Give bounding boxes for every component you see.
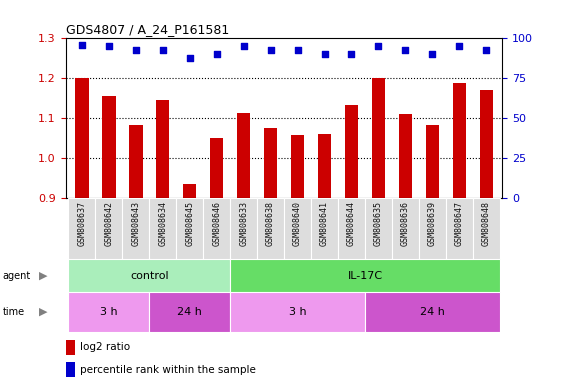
Text: GSM808635: GSM808635 xyxy=(374,201,383,246)
Bar xyxy=(446,198,473,259)
Text: GSM808636: GSM808636 xyxy=(401,201,410,246)
Bar xyxy=(69,259,230,292)
Bar xyxy=(149,292,230,332)
Bar xyxy=(284,198,311,259)
Bar xyxy=(453,83,466,198)
Bar xyxy=(149,198,176,259)
Text: 3 h: 3 h xyxy=(289,307,307,317)
Bar xyxy=(66,362,75,377)
Point xyxy=(239,43,248,50)
Point xyxy=(77,42,86,48)
Point xyxy=(482,46,491,53)
Text: 3 h: 3 h xyxy=(100,307,118,317)
Text: GSM808640: GSM808640 xyxy=(293,201,302,246)
Text: ▶: ▶ xyxy=(39,307,47,317)
Point xyxy=(347,51,356,58)
Text: 24 h: 24 h xyxy=(420,307,445,317)
Bar xyxy=(230,259,500,292)
Bar xyxy=(345,105,358,198)
Point xyxy=(104,43,114,50)
Point xyxy=(401,46,410,53)
Bar xyxy=(75,78,89,198)
Bar xyxy=(338,198,365,259)
Text: time: time xyxy=(3,307,25,317)
Text: 24 h: 24 h xyxy=(177,307,202,317)
Bar xyxy=(129,125,143,198)
Bar xyxy=(480,90,493,198)
Text: GSM808642: GSM808642 xyxy=(104,201,113,246)
Bar xyxy=(203,198,230,259)
Bar xyxy=(230,198,257,259)
Bar xyxy=(66,341,75,354)
Bar xyxy=(365,292,500,332)
Bar xyxy=(399,114,412,198)
Bar xyxy=(473,198,500,259)
Text: GDS4807 / A_24_P161581: GDS4807 / A_24_P161581 xyxy=(66,23,229,36)
Point xyxy=(212,51,221,58)
Bar xyxy=(291,135,304,198)
Text: GSM808633: GSM808633 xyxy=(239,201,248,246)
Text: log2 ratio: log2 ratio xyxy=(79,343,130,353)
Text: GSM808643: GSM808643 xyxy=(131,201,140,246)
Point xyxy=(428,51,437,58)
Text: GSM808648: GSM808648 xyxy=(482,201,491,246)
Point xyxy=(131,46,140,53)
Point xyxy=(455,43,464,50)
Bar xyxy=(95,198,122,259)
Bar xyxy=(419,198,446,259)
Bar xyxy=(102,96,115,198)
Text: GSM808638: GSM808638 xyxy=(266,201,275,246)
Bar xyxy=(264,128,278,198)
Text: GSM808646: GSM808646 xyxy=(212,201,221,246)
Bar xyxy=(318,134,331,198)
Bar xyxy=(69,198,95,259)
Text: GSM808637: GSM808637 xyxy=(77,201,86,246)
Bar xyxy=(365,198,392,259)
Bar xyxy=(210,138,223,198)
Text: GSM808647: GSM808647 xyxy=(455,201,464,246)
Text: GSM808639: GSM808639 xyxy=(428,201,437,246)
Text: agent: agent xyxy=(3,270,31,281)
Bar xyxy=(392,198,419,259)
Point xyxy=(266,46,275,53)
Bar xyxy=(122,198,149,259)
Bar xyxy=(311,198,338,259)
Bar xyxy=(69,292,149,332)
Bar xyxy=(257,198,284,259)
Text: GSM808644: GSM808644 xyxy=(347,201,356,246)
Bar xyxy=(237,113,250,198)
Text: GSM808641: GSM808641 xyxy=(320,201,329,246)
Text: percentile rank within the sample: percentile rank within the sample xyxy=(79,364,255,374)
Point xyxy=(293,46,302,53)
Text: control: control xyxy=(130,270,168,281)
Point xyxy=(158,46,167,53)
Point xyxy=(320,51,329,58)
Bar xyxy=(372,78,385,198)
Point xyxy=(185,55,194,61)
Text: GSM808645: GSM808645 xyxy=(185,201,194,246)
Point xyxy=(374,43,383,50)
Text: GSM808634: GSM808634 xyxy=(158,201,167,246)
Bar xyxy=(183,184,196,198)
Bar xyxy=(230,292,365,332)
Bar xyxy=(156,100,170,198)
Text: IL-17C: IL-17C xyxy=(347,270,383,281)
Text: ▶: ▶ xyxy=(39,270,47,281)
Bar xyxy=(176,198,203,259)
Bar xyxy=(425,125,439,198)
